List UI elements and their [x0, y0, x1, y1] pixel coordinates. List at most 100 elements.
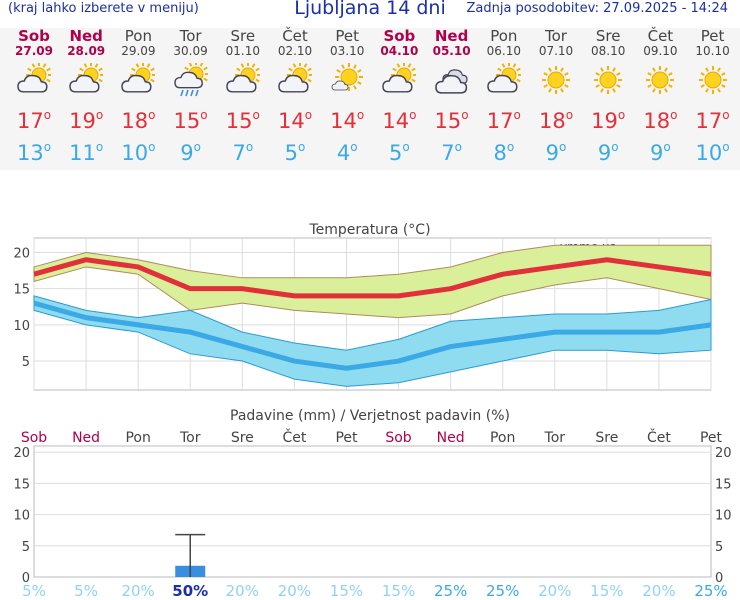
precipitation-probability: 20%: [226, 582, 259, 600]
sun-icon: [643, 63, 677, 97]
sun-icon: [591, 63, 625, 97]
day-date: 07.10: [538, 44, 574, 58]
day-date: 29.09: [121, 44, 156, 58]
day-date: 01.10: [225, 44, 260, 58]
precipitation-y-tick-left: 5: [22, 540, 30, 555]
sun-icon: [696, 63, 730, 97]
day-name: Ned: [69, 27, 103, 45]
day-date: 04.10: [380, 44, 419, 58]
day-column: Čet 02.10 14o 5o: [269, 27, 321, 166]
day-name: Pet: [700, 27, 725, 45]
day-column: Ned 28.09 19o 11o: [60, 27, 112, 166]
max-temperature: 17o: [16, 108, 52, 133]
precipitation-probability: 15%: [382, 582, 415, 600]
min-temperature-range: [33, 295, 712, 387]
day-name: Tor: [545, 27, 567, 45]
precipitation-y-tick-right: 0: [715, 571, 723, 586]
precipitation-day-label: Sob: [21, 430, 47, 446]
partly-cloudy-icon: [226, 63, 260, 97]
precipitation-probability: 20%: [278, 582, 311, 600]
day-column: Sob 27.09 17o 13o: [8, 27, 60, 166]
min-temperature: 9o: [545, 140, 567, 165]
precipitation-y-tick-right: 20: [715, 446, 732, 461]
day-name: Čet: [282, 27, 308, 45]
day-name: Sob: [383, 27, 416, 45]
daily-forecast: Sob 27.09 17o 13o Ned 28.09 19o 11o Pon 29.09 18o 1…: [0, 28, 740, 170]
mostly-sunny-icon: [330, 63, 364, 97]
precipitation-y-tick-left: 20: [13, 446, 30, 461]
day-name: Sre: [230, 27, 256, 45]
precipitation-day-label: Pet: [700, 430, 723, 446]
precipitation-y-tick-right: 5: [715, 540, 723, 555]
day-name: Sre: [595, 27, 621, 45]
max-temperature: 19o: [591, 108, 626, 133]
day-column: Sre 01.10 15o 7o: [217, 27, 269, 166]
max-temperature: 18o: [538, 108, 574, 133]
top-bar: (kraj lahko izberete v meniju) Ljubljana…: [0, 0, 740, 24]
min-temperature: 4o: [336, 140, 358, 165]
temperature-y-tick: 15: [13, 283, 30, 298]
max-temperature: 17o: [695, 108, 730, 133]
partly-cloudy-icon: [69, 63, 104, 97]
forecast-charts: Temperatura (°C)5101520vreme.usPadavine …: [13, 222, 732, 600]
precipitation-probability: 20%: [121, 582, 154, 600]
precipitation-probability: 50%: [172, 582, 208, 600]
min-temperature: 9o: [597, 140, 619, 165]
last-updated: Zadnja posodobitev: 27.09.2025 - 14:24: [466, 1, 728, 16]
day-name: Pet: [335, 27, 359, 45]
precipitation-title: Padavine (mm) / Verjetnost padavin (%): [230, 408, 510, 424]
precipitation-day-label: Sre: [231, 430, 254, 446]
day-date: 08.10: [591, 44, 626, 58]
precipitation-probability: 20%: [538, 582, 571, 600]
location-hint: (kraj lahko izberete v meniju): [8, 1, 199, 16]
day-date: 06.10: [486, 44, 521, 58]
precipitation-day-label: Tor: [179, 430, 201, 446]
cloudy-icon: [434, 63, 469, 97]
min-temperature: 10o: [695, 140, 730, 165]
max-temperature: 19o: [69, 108, 104, 133]
partly-cloudy-icon: [382, 63, 417, 97]
max-temperature: 15o: [173, 108, 208, 133]
precipitation-probability: 25%: [486, 582, 519, 600]
day-name: Sob: [18, 27, 50, 45]
day-column: Sre 08.10 19o 9o: [582, 27, 634, 166]
min-temperature: 9o: [180, 140, 201, 165]
day-name: Ned: [434, 27, 469, 45]
max-temperature: 18o: [643, 108, 678, 133]
day-date: 05.10: [432, 44, 471, 58]
partly-cloudy-icon: [278, 63, 312, 97]
precipitation-day-label: Sre: [595, 430, 618, 446]
max-temperature: 17o: [486, 108, 521, 133]
day-name: Pon: [490, 27, 518, 45]
min-temperature: 5o: [284, 140, 306, 165]
day-name: Pon: [124, 27, 152, 45]
day-date: 28.09: [67, 44, 106, 58]
temperature-title: Temperatura (°C): [308, 222, 430, 238]
day-date: 09.10: [643, 44, 678, 58]
day-date: 03.10: [330, 44, 365, 58]
day-column: Pet 10.10 17o 10o: [687, 27, 739, 166]
precipitation-probability: 5%: [22, 582, 46, 600]
day-column: Pon 29.09 18o 10o: [112, 27, 164, 166]
precipitation-probability: 15%: [330, 582, 363, 600]
temperature-y-tick: 20: [13, 246, 30, 261]
max-temperature: 15o: [225, 108, 260, 133]
precipitation-probability: 20%: [642, 582, 675, 600]
day-column: Pet 03.10 14o 4o: [321, 27, 373, 166]
precipitation-day-label: Sob: [385, 430, 411, 446]
min-temperature: 7o: [441, 140, 462, 165]
max-temperature: 15o: [434, 108, 469, 133]
temperature-y-tick: 5: [22, 355, 30, 370]
partly-cloudy-icon: [487, 63, 521, 97]
day-column: Tor 30.09 15o 9o: [165, 28, 217, 166]
precipitation-y-tick-left: 10: [13, 509, 30, 524]
day-column: Sob 04.10 14o 5o: [373, 27, 425, 166]
precipitation-day-label: Pon: [125, 430, 150, 446]
precipitation-y-tick-left: 0: [22, 571, 30, 586]
page-title: Ljubljana 14 dni: [294, 0, 446, 19]
min-temperature: 8o: [493, 140, 515, 165]
precipitation-day-label: Ned: [72, 430, 100, 446]
min-temperature: 5o: [389, 140, 410, 165]
day-date: 02.10: [277, 44, 313, 58]
temperature-y-tick: 10: [13, 319, 30, 334]
